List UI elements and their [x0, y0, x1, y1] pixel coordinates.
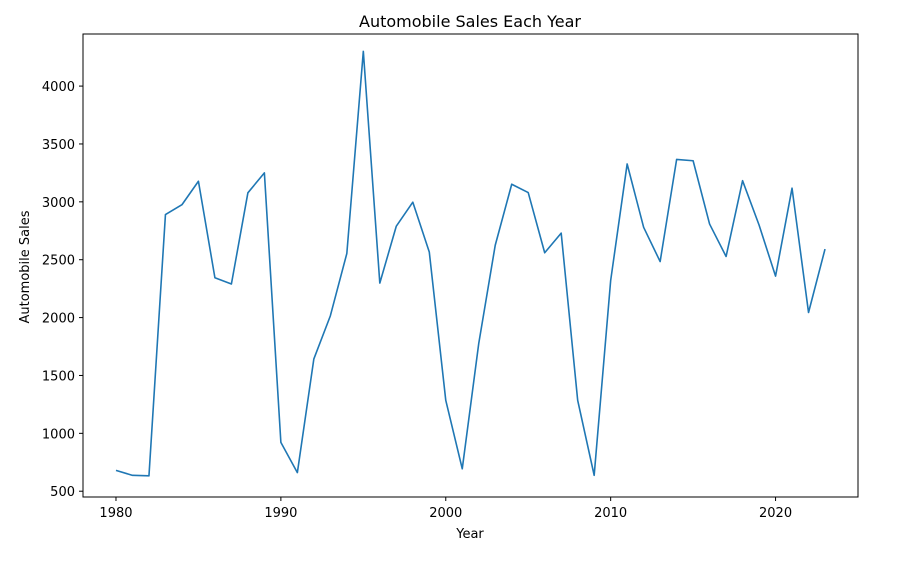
data-point	[493, 243, 497, 247]
data-point	[279, 440, 283, 444]
data-point	[823, 247, 827, 251]
y-tick-label: 3000	[42, 196, 75, 211]
y-tick-label: 2000	[42, 312, 75, 327]
data-point	[477, 342, 481, 346]
data-point	[213, 276, 217, 280]
data-point	[741, 179, 745, 183]
data-point	[411, 200, 415, 204]
data-point	[246, 191, 250, 195]
y-tick-label: 500	[50, 485, 75, 500]
data-point	[378, 281, 382, 285]
y-tick-label: 1000	[42, 427, 75, 442]
data-point	[328, 314, 332, 318]
data-point	[345, 251, 349, 255]
y-tick-label: 1500	[42, 369, 75, 384]
data-point	[510, 182, 514, 186]
x-axis-title: Year	[455, 527, 484, 542]
data-point	[295, 471, 299, 475]
x-tick-label: 2000	[429, 506, 462, 521]
data-point	[130, 473, 134, 477]
series-layer	[114, 49, 827, 478]
data-point	[180, 203, 184, 207]
data-point	[658, 260, 662, 264]
x-tick-label: 1990	[264, 506, 297, 521]
data-point	[262, 171, 266, 175]
data-point	[394, 224, 398, 228]
data-point	[543, 251, 547, 255]
data-point	[163, 213, 167, 217]
y-tick-label: 4000	[42, 80, 75, 95]
data-point	[114, 468, 118, 472]
data-point	[229, 282, 233, 286]
data-point	[361, 49, 365, 53]
data-point	[526, 191, 530, 195]
data-point	[444, 398, 448, 402]
data-point	[691, 159, 695, 163]
data-point	[675, 157, 679, 161]
data-point	[312, 357, 316, 361]
data-point	[609, 279, 613, 283]
chart-title: Automobile Sales Each Year	[359, 12, 581, 31]
x-tick-label: 1980	[99, 506, 132, 521]
data-point	[724, 254, 728, 258]
data-point	[592, 473, 596, 477]
data-point	[807, 310, 811, 314]
series-line	[115, 50, 826, 477]
data-point	[708, 222, 712, 226]
x-tick-label: 2020	[759, 506, 792, 521]
data-point	[790, 186, 794, 190]
data-point	[559, 231, 563, 235]
x-tick-label: 2010	[594, 506, 627, 521]
data-point	[625, 162, 629, 166]
y-axis-title: Automobile Sales	[18, 210, 33, 323]
data-point	[460, 467, 464, 471]
data-point	[427, 250, 431, 254]
data-point	[196, 179, 200, 183]
data-point	[147, 474, 151, 478]
data-point	[642, 225, 646, 229]
y-tick-label: 3500	[42, 138, 75, 153]
data-point	[757, 223, 761, 227]
ticks-layer: 1980 1990 2000 2010 2020 500 1000 1500 2000 2500 3…	[42, 80, 792, 521]
data-point	[576, 398, 580, 402]
data-point	[774, 274, 778, 278]
y-tick-label: 2500	[42, 254, 75, 269]
plot-frame	[82, 33, 859, 498]
